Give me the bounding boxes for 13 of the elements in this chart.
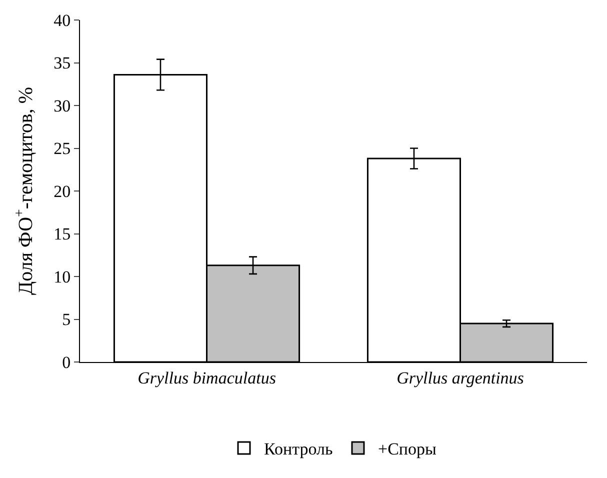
x-tick-label: Gryllus argentinus (396, 368, 524, 388)
y-tick-label: 5 (62, 310, 71, 330)
y-tick-label: 15 (54, 224, 71, 244)
y-tick-label: 40 (54, 10, 71, 30)
y-tick-label: 25 (54, 139, 71, 158)
x-tick-label: Gryllus bimaculatus (138, 368, 276, 388)
y-tick-label: 10 (54, 267, 71, 286)
y-tick-label: 0 (62, 352, 71, 372)
y-tick-label: 35 (54, 54, 71, 73)
y-tick-label: 30 (54, 96, 71, 116)
legend-label: +Споры (378, 440, 438, 459)
legend-label: Контроль (264, 440, 333, 459)
y-tick-label: 20 (54, 182, 71, 201)
